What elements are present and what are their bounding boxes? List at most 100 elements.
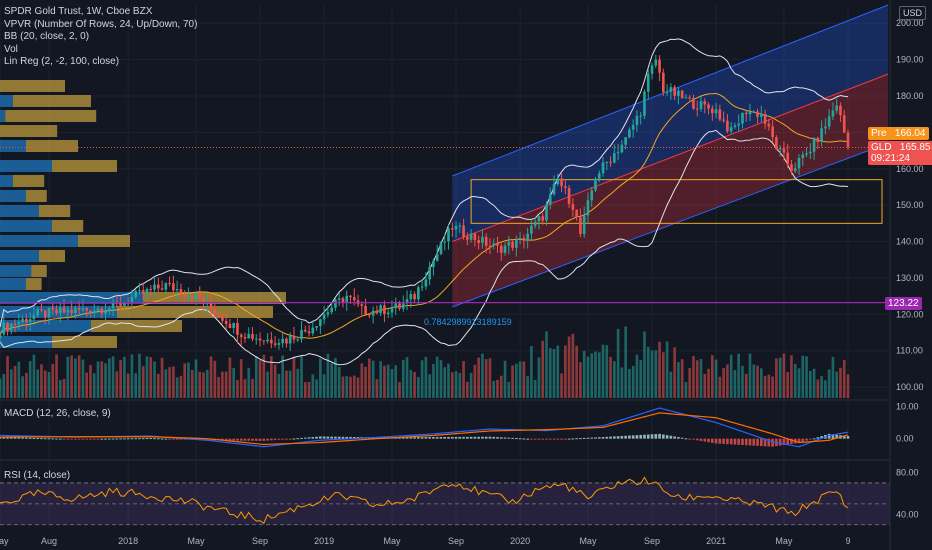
candle-body[interactable]: [582, 215, 586, 235]
candle-body[interactable]: [450, 228, 454, 230]
candle-body[interactable]: [145, 289, 149, 294]
indicator-linreg[interactable]: Lin Reg (2, -2, 100, close): [4, 56, 120, 68]
candle-body[interactable]: [737, 123, 741, 126]
candle-body[interactable]: [179, 289, 183, 295]
candle-body[interactable]: [341, 298, 345, 303]
candle-body[interactable]: [398, 303, 401, 309]
candle-body[interactable]: [439, 242, 443, 255]
candle-body[interactable]: [243, 336, 247, 339]
candle-body[interactable]: [793, 168, 797, 172]
candle-body[interactable]: [236, 323, 239, 335]
candle-body[interactable]: [703, 101, 707, 105]
candle-body[interactable]: [221, 316, 224, 321]
candle-body[interactable]: [639, 115, 643, 117]
candle-body[interactable]: [820, 128, 823, 143]
candle-body[interactable]: [285, 338, 288, 344]
candle-body[interactable]: [190, 295, 194, 299]
candle-body[interactable]: [36, 309, 40, 316]
candle-body[interactable]: [443, 241, 447, 243]
candle-body[interactable]: [545, 204, 548, 221]
candle-body[interactable]: [839, 105, 842, 116]
candle-body[interactable]: [526, 233, 529, 241]
candle-body[interactable]: [107, 308, 111, 312]
candle-body[interactable]: [160, 288, 164, 290]
candle-body[interactable]: [805, 153, 808, 155]
macd-label[interactable]: MACD (12, 26, close, 9): [4, 408, 111, 419]
candle-body[interactable]: [232, 323, 235, 328]
candle-body[interactable]: [409, 293, 413, 300]
candle-body[interactable]: [654, 59, 658, 66]
indicator-vpvr[interactable]: VPVR (Number Of Rows, 24, Up/Down, 70): [4, 18, 198, 30]
candlesticks[interactable]: [0, 54, 850, 351]
candle-body[interactable]: [481, 236, 484, 243]
candle-body[interactable]: [518, 237, 522, 240]
candle-body[interactable]: [104, 311, 107, 314]
candle-body[interactable]: [66, 309, 70, 313]
candle-body[interactable]: [669, 87, 673, 92]
candle-body[interactable]: [613, 153, 616, 163]
candle-body[interactable]: [763, 113, 767, 124]
candle-body[interactable]: [379, 305, 382, 314]
candle-body[interactable]: [311, 327, 315, 334]
candle-body[interactable]: [515, 239, 518, 248]
candle-body[interactable]: [628, 129, 631, 138]
candle-body[interactable]: [43, 310, 47, 318]
indicator-vol[interactable]: Vol: [4, 43, 18, 55]
candle-body[interactable]: [620, 144, 624, 153]
candle-body[interactable]: [590, 190, 594, 201]
candle-body[interactable]: [462, 225, 465, 237]
candle-body[interactable]: [187, 295, 190, 297]
candle-body[interactable]: [537, 216, 541, 222]
candle-body[interactable]: [707, 104, 710, 109]
candle-body[interactable]: [759, 113, 763, 117]
candle-body[interactable]: [77, 307, 81, 310]
candle-body[interactable]: [778, 148, 782, 150]
candle-body[interactable]: [695, 108, 699, 110]
candle-body[interactable]: [149, 289, 153, 291]
candle-body[interactable]: [680, 90, 684, 99]
candle-body[interactable]: [224, 320, 228, 324]
candle-body[interactable]: [677, 90, 680, 96]
candle-body[interactable]: [432, 260, 435, 268]
candle-body[interactable]: [435, 254, 439, 261]
candle-body[interactable]: [492, 243, 496, 246]
candle-body[interactable]: [469, 233, 473, 240]
candle-body[interactable]: [9, 323, 13, 331]
candle-body[interactable]: [801, 154, 805, 159]
candle-body[interactable]: [567, 187, 571, 205]
candle-body[interactable]: [741, 112, 744, 124]
candle-body[interactable]: [477, 240, 480, 243]
candle-body[interactable]: [89, 310, 92, 314]
candle-body[interactable]: [673, 87, 676, 96]
candle-body[interactable]: [251, 333, 254, 339]
candle-body[interactable]: [296, 339, 300, 341]
candle-body[interactable]: [564, 186, 567, 188]
candle-body[interactable]: [597, 173, 601, 179]
candle-body[interactable]: [273, 343, 277, 345]
candle-body[interactable]: [797, 158, 801, 169]
candle-body[interactable]: [254, 338, 258, 340]
candle-body[interactable]: [2, 322, 6, 335]
candle-body[interactable]: [417, 287, 420, 300]
candle-body[interactable]: [172, 283, 175, 291]
candle-body[interactable]: [100, 308, 104, 314]
candle-body[interactable]: [405, 299, 409, 304]
candle-body[interactable]: [51, 307, 55, 310]
candle-body[interactable]: [360, 304, 364, 306]
candle-body[interactable]: [183, 294, 186, 297]
candle-body[interactable]: [281, 338, 284, 344]
candle-body[interactable]: [846, 132, 850, 147]
candle-body[interactable]: [247, 333, 251, 339]
candle-body[interactable]: [816, 137, 820, 143]
candle-body[interactable]: [786, 152, 790, 165]
candle-body[interactable]: [447, 228, 450, 242]
candle-body[interactable]: [699, 101, 703, 110]
candle-body[interactable]: [428, 267, 431, 280]
candle-body[interactable]: [831, 110, 835, 117]
candle-body[interactable]: [168, 283, 171, 285]
candle-body[interactable]: [530, 225, 533, 234]
candle-body[interactable]: [579, 217, 582, 235]
candle-body[interactable]: [744, 112, 748, 115]
candle-body[interactable]: [533, 221, 537, 226]
candle-body[interactable]: [571, 204, 575, 210]
